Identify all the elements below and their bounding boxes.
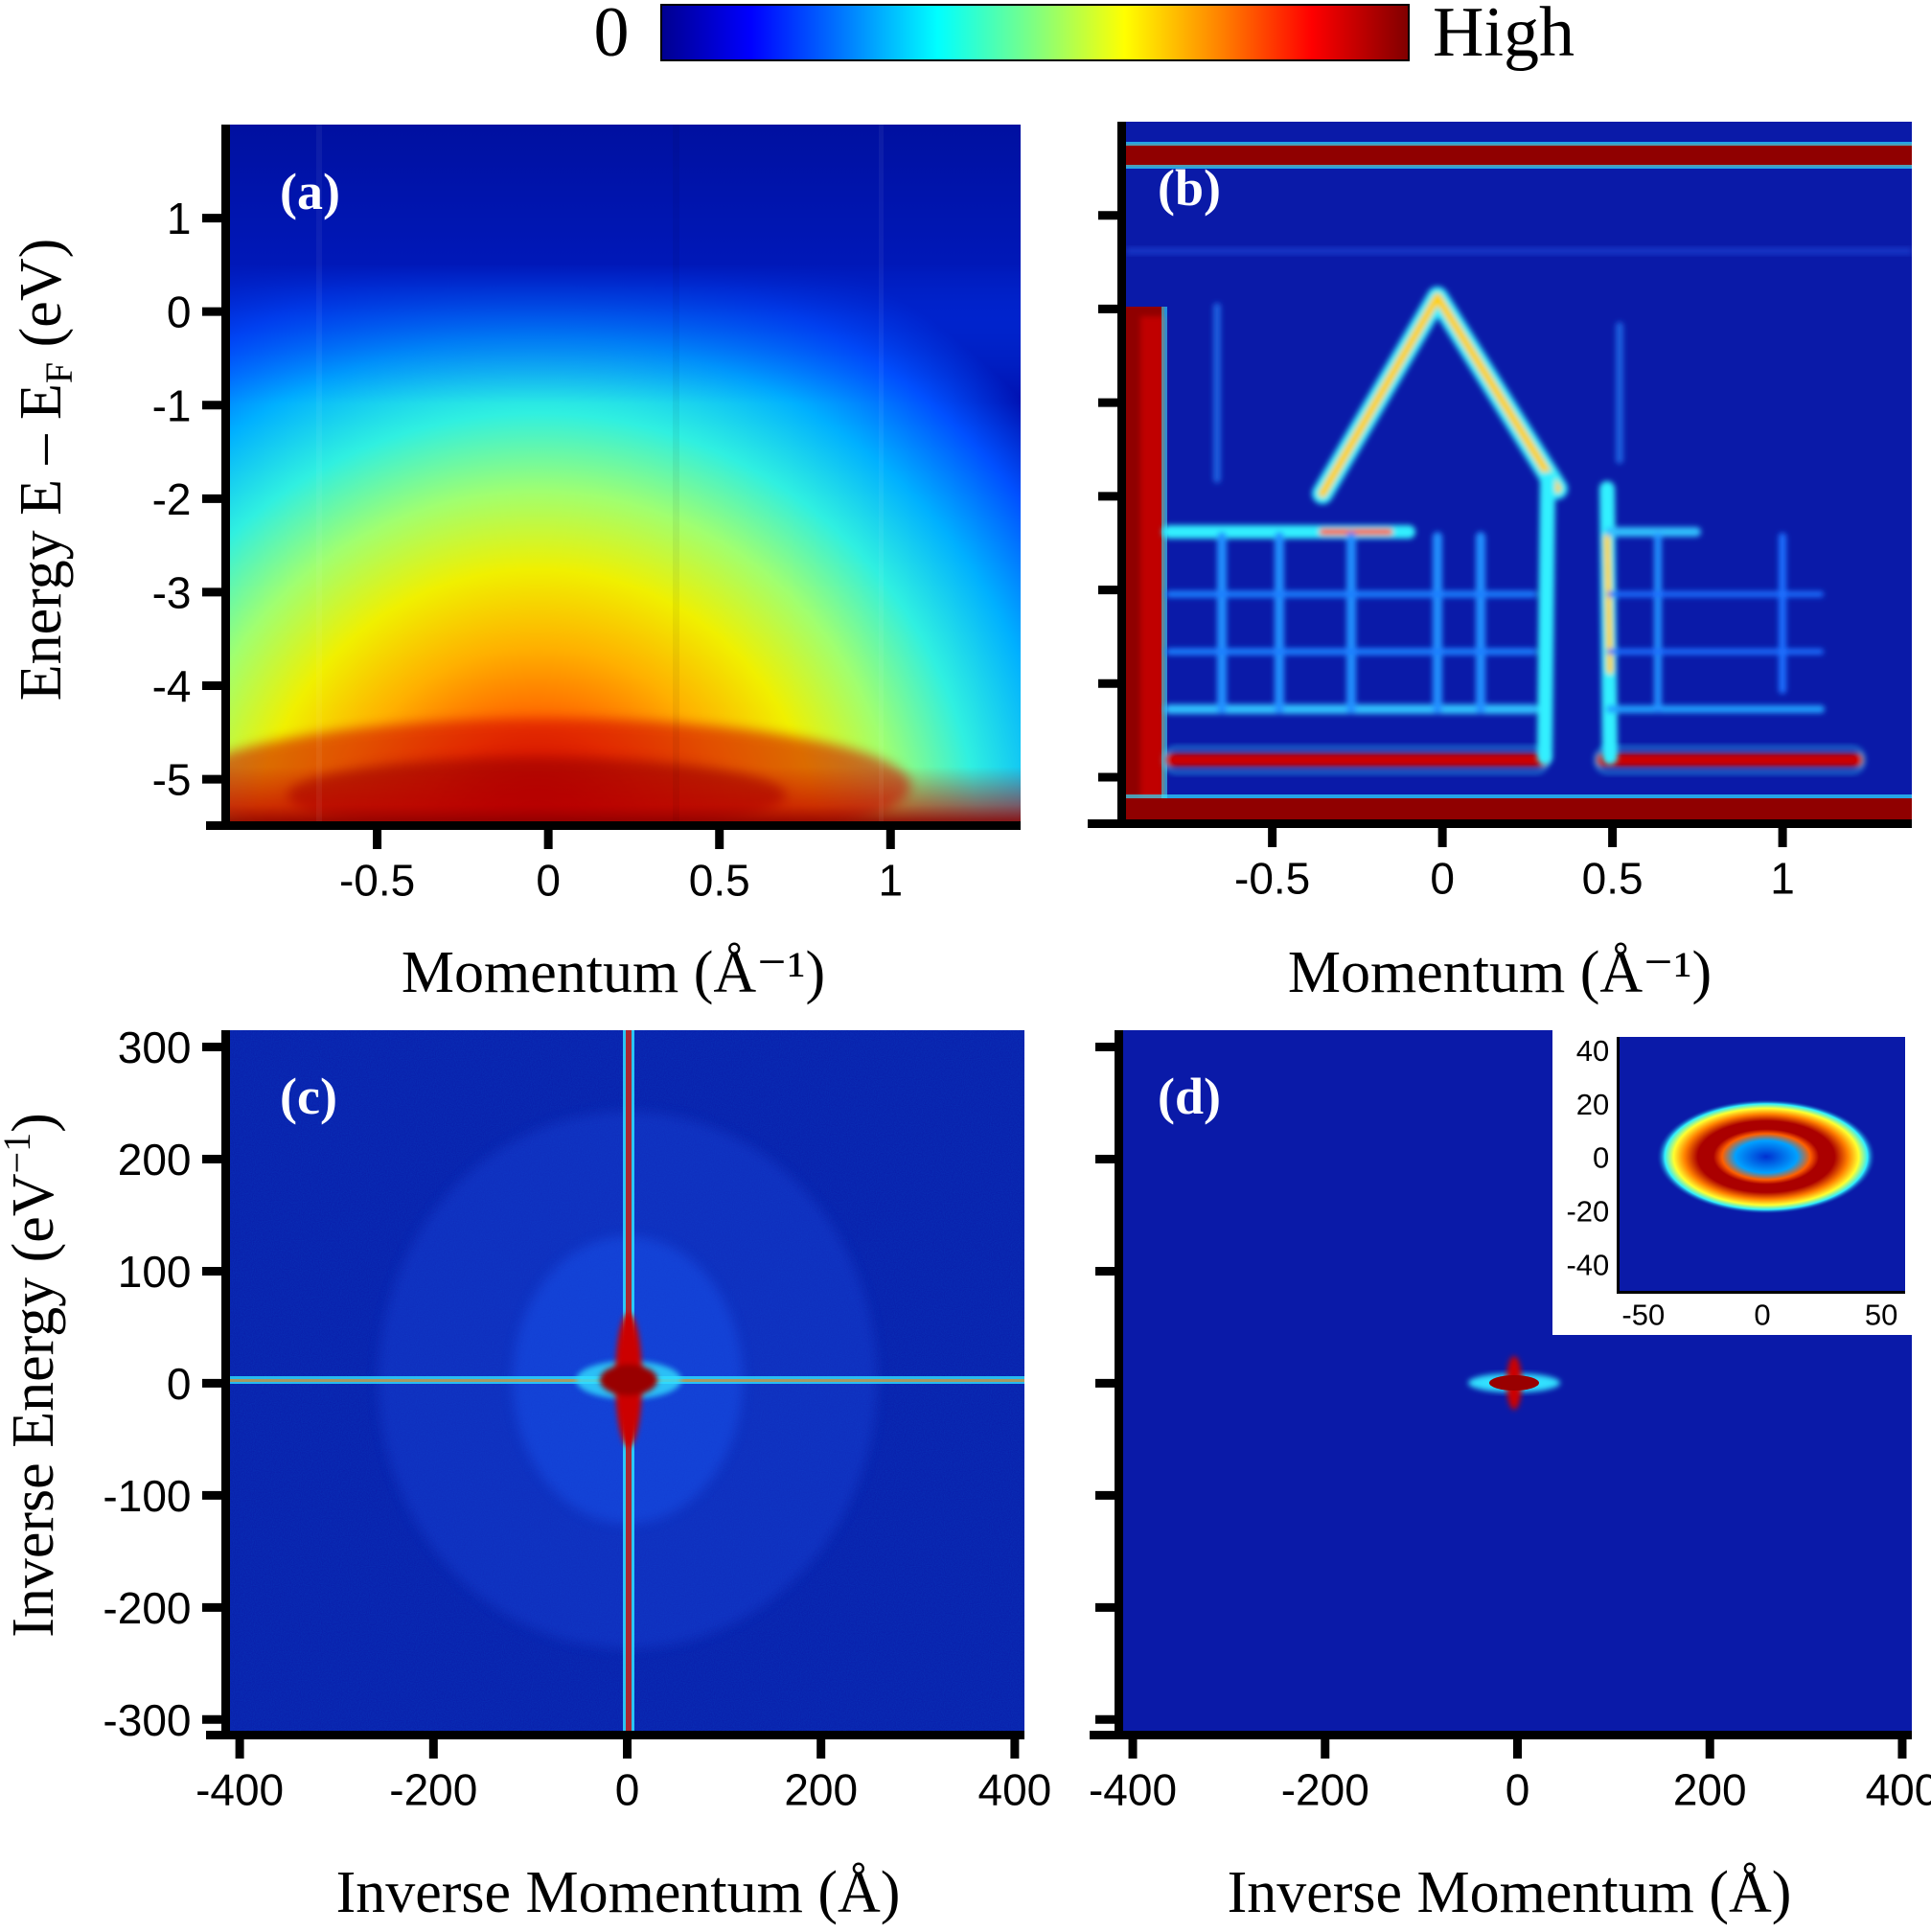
colorbar-max-label: High [1433,0,1575,72]
panel-a-axes: -0.5 0 0.5 1 1 0 -1 -2 -3 -4 -5 [152,125,1021,905]
y-tick-label: 0 [1593,1141,1609,1175]
y-tick-label: 100 [118,1247,192,1297]
y-tick-label: -100 [103,1471,191,1521]
y-tick-label: -40 [1566,1248,1609,1281]
panel-a: (a) -0.5 0 0.5 1 1 0 -1 -2 -3 -4 -5 [152,125,1021,905]
colorbar: 0 High [594,0,1575,72]
y-tick-label: -4 [152,661,192,711]
panel-d-axes: -400 -200 0 200 400 [1089,1030,1931,1814]
y-tick-label: 1 [167,194,192,243]
panel-d-xlabel: Inverse Momentum (Å) [1228,1860,1792,1925]
y-tick-label: -20 [1566,1194,1609,1228]
x-tick-label: 50 [1865,1299,1897,1332]
x-tick-label: 0.5 [1582,853,1644,903]
x-tick-label: 200 [784,1764,858,1814]
x-tick-label: 1 [1770,853,1795,903]
x-tick-label: -200 [1281,1764,1369,1814]
y-tick-label: -300 [103,1695,191,1745]
y-tick-label: 0 [167,1359,192,1409]
y-tick-label: 300 [118,1023,192,1072]
colorbar-gradient [660,4,1410,61]
x-tick-label: 0 [1430,853,1455,903]
x-tick-label: 0 [1754,1299,1770,1332]
panel-a-xlabel: Momentum (Å⁻¹) [402,940,825,1005]
inset-axes: -50 0 50 40 20 0 -20 -40 [1566,1034,1905,1332]
y-tick-label: 40 [1576,1034,1609,1068]
x-tick-label: -0.5 [1234,853,1310,903]
panel-a-ylabel: Energy E – EF (eV) [9,239,80,702]
x-tick-label: 0 [536,855,561,905]
y-tick-label: -5 [152,755,192,805]
x-tick-label: 400 [1866,1764,1931,1814]
panel-b-image [1126,122,1912,819]
y-tick-label: -200 [103,1583,191,1633]
x-tick-label: -400 [1089,1764,1177,1814]
x-tick-label: 1 [878,855,903,905]
panel-b-xlabel: Momentum (Å⁻¹) [1288,940,1712,1005]
panel-c-axes: -400 -200 0 200 400 300 200 100 0 -100 -200 -300 [103,1023,1051,1814]
panel-b-axes: -0.5 0 0.5 1 [1088,122,1912,903]
panel-a-image [230,125,1021,821]
panel-a-label: (a) [280,163,340,220]
y-tick-label: -1 [152,380,192,430]
panel-c-image [230,1030,1024,1731]
y-tick-label: -3 [152,567,192,617]
x-tick-label: 0.5 [689,855,750,905]
y-tick-label: -2 [152,474,192,524]
x-tick-label: 0 [615,1764,640,1814]
panel-b: (b) -0.5 0 0.5 1 [1088,122,1912,903]
x-tick-label: -50 [1621,1299,1665,1332]
panel-c-ylabel: Inverse Energy (eV−1) [0,1113,66,1638]
x-tick-label: 200 [1673,1764,1747,1814]
x-tick-label: -0.5 [339,855,415,905]
panel-c-label: (c) [280,1068,337,1125]
x-tick-label: 400 [978,1764,1052,1814]
x-tick-label: -200 [389,1764,477,1814]
panel-c-xlabel: Inverse Momentum (Å) [336,1860,901,1925]
y-tick-label: 0 [167,288,192,337]
x-tick-label: 0 [1506,1764,1530,1814]
panel-d-label: (d) [1158,1068,1221,1125]
panel-d-inset: -50 0 50 40 20 0 -20 -40 [1552,1030,1912,1335]
y-tick-label: 20 [1576,1088,1609,1121]
y-tick-label: 200 [118,1135,192,1184]
panel-c: (c) -400 -200 0 200 400 300 200 100 0 -100 -200 -30… [103,1023,1051,1814]
panel-b-label: (b) [1158,159,1221,217]
x-tick-label: -400 [195,1764,284,1814]
colorbar-min-label: 0 [594,0,630,72]
